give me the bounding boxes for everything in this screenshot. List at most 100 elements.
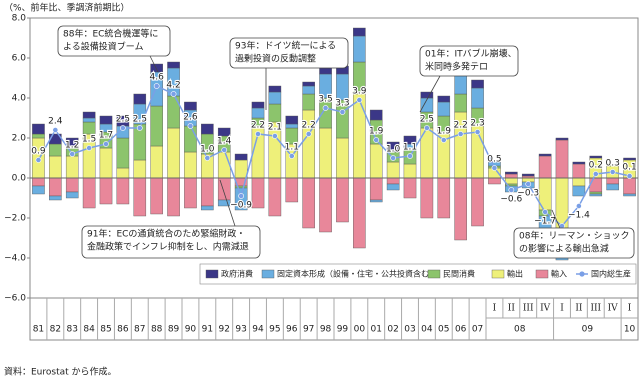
x-tick-label: 01 bbox=[370, 325, 381, 335]
x-tick-label: 91 bbox=[202, 325, 213, 335]
line-point bbox=[170, 91, 177, 97]
callout-box bbox=[229, 37, 349, 69]
line-point bbox=[440, 137, 447, 143]
bar-segment bbox=[268, 91, 282, 105]
bar-segment bbox=[133, 177, 147, 217]
legend-swatch bbox=[535, 269, 549, 279]
bar-segment bbox=[420, 177, 434, 219]
bar-segment bbox=[386, 141, 400, 153]
bar-segment bbox=[403, 163, 417, 179]
bar-segment bbox=[336, 73, 349, 101]
bar-segment bbox=[471, 79, 484, 89]
quarter-label: II bbox=[508, 304, 516, 314]
bar-segment bbox=[572, 163, 586, 179]
bar-segment bbox=[538, 153, 552, 157]
callout-pointer bbox=[551, 209, 561, 229]
data-label: 2.2 bbox=[302, 121, 316, 131]
callout-pointer bbox=[419, 75, 441, 113]
bar-segment bbox=[251, 101, 265, 109]
bar-segment bbox=[454, 93, 467, 113]
callout-text: よる設備投資ブーム bbox=[63, 41, 143, 53]
callout-text: 金融政策でインフレ抑制をし、内需減退 bbox=[87, 241, 249, 253]
x-tick-label: 99 bbox=[337, 325, 349, 335]
y-tick-label: 6.0 bbox=[12, 54, 27, 64]
line-point bbox=[592, 171, 599, 177]
bar-segment bbox=[572, 185, 586, 197]
bar-segment bbox=[437, 177, 451, 219]
data-label: 0.3 bbox=[606, 159, 620, 169]
data-label: 2.5 bbox=[133, 115, 147, 125]
line-point bbox=[305, 131, 312, 137]
bar-segment bbox=[49, 177, 62, 197]
callout-box bbox=[419, 45, 519, 77]
line-point bbox=[119, 125, 126, 131]
bar-segment bbox=[471, 177, 484, 227]
line-point bbox=[52, 127, 59, 133]
line-point bbox=[35, 157, 42, 163]
line-point bbox=[575, 203, 582, 209]
data-label: 1.0 bbox=[200, 145, 215, 155]
bar-segment bbox=[116, 177, 130, 205]
bar-segment bbox=[353, 35, 366, 63]
bar-segment bbox=[65, 137, 79, 147]
line-point bbox=[136, 125, 143, 131]
group-label: 08 bbox=[514, 325, 526, 335]
bar-segment bbox=[420, 91, 434, 99]
bar-segment bbox=[234, 159, 248, 179]
callout-text: 過剰投資の反動調整 bbox=[235, 53, 316, 65]
bar-segment bbox=[353, 177, 366, 249]
quarter-label: IV bbox=[608, 304, 619, 314]
line-point bbox=[221, 147, 228, 153]
bar-segment bbox=[167, 177, 180, 217]
line-point bbox=[204, 155, 211, 161]
bar-segment bbox=[623, 177, 636, 195]
bar-segment bbox=[184, 177, 197, 209]
quarter-label: I bbox=[560, 304, 564, 314]
bar-segment bbox=[150, 105, 163, 147]
bar-segment bbox=[403, 177, 417, 199]
line-point bbox=[103, 141, 109, 147]
bar-segment bbox=[319, 127, 332, 179]
x-tick-label: 87 bbox=[134, 325, 145, 335]
line-point bbox=[542, 209, 549, 215]
bar-segment bbox=[32, 185, 45, 195]
line-point bbox=[457, 131, 464, 137]
bar-segment bbox=[471, 87, 484, 109]
x-tick-label: 97 bbox=[303, 325, 314, 335]
data-label: 1.7 bbox=[99, 131, 113, 141]
bar-segment bbox=[572, 161, 586, 165]
group-label: 10 bbox=[624, 325, 636, 335]
legend-label: 民間消費 bbox=[443, 269, 475, 279]
bar-segment bbox=[268, 103, 282, 123]
bar-segment bbox=[623, 193, 636, 197]
data-label: 3.3 bbox=[335, 99, 349, 109]
legend-label: 輸入 bbox=[551, 269, 567, 279]
legend-label: 国内総生産 bbox=[591, 269, 631, 279]
source-note: 資料：Eurostat から作成。 bbox=[4, 366, 117, 378]
line-point bbox=[187, 123, 194, 129]
x-tick-label: 82 bbox=[50, 325, 61, 335]
legend-label: 固定資本形成（設備・住宅・公共投資含む） bbox=[277, 269, 437, 279]
data-label: −1.4 bbox=[568, 211, 590, 221]
bar-segment bbox=[82, 111, 96, 119]
line-point bbox=[423, 125, 430, 131]
line-point bbox=[288, 153, 295, 159]
bar-segment bbox=[336, 137, 349, 179]
data-label: 0.2 bbox=[589, 161, 603, 171]
line-point bbox=[255, 131, 261, 137]
bar-segment bbox=[302, 81, 315, 87]
line-point bbox=[491, 165, 498, 171]
bar-segment bbox=[572, 177, 586, 187]
callout-text: 88年：EC統合機運等に bbox=[63, 28, 158, 40]
bar-segment bbox=[150, 177, 163, 215]
bar-segment bbox=[319, 67, 332, 75]
bar-segment bbox=[437, 95, 451, 103]
bar-segment bbox=[437, 101, 451, 117]
x-tick-label: 02 bbox=[387, 325, 398, 335]
bar-segment bbox=[167, 61, 180, 69]
data-label: 2.3 bbox=[470, 119, 484, 129]
bar-segment bbox=[555, 139, 569, 179]
bar-segment bbox=[234, 153, 248, 161]
bar-segment bbox=[386, 183, 400, 191]
data-label: 0.5 bbox=[487, 155, 501, 165]
